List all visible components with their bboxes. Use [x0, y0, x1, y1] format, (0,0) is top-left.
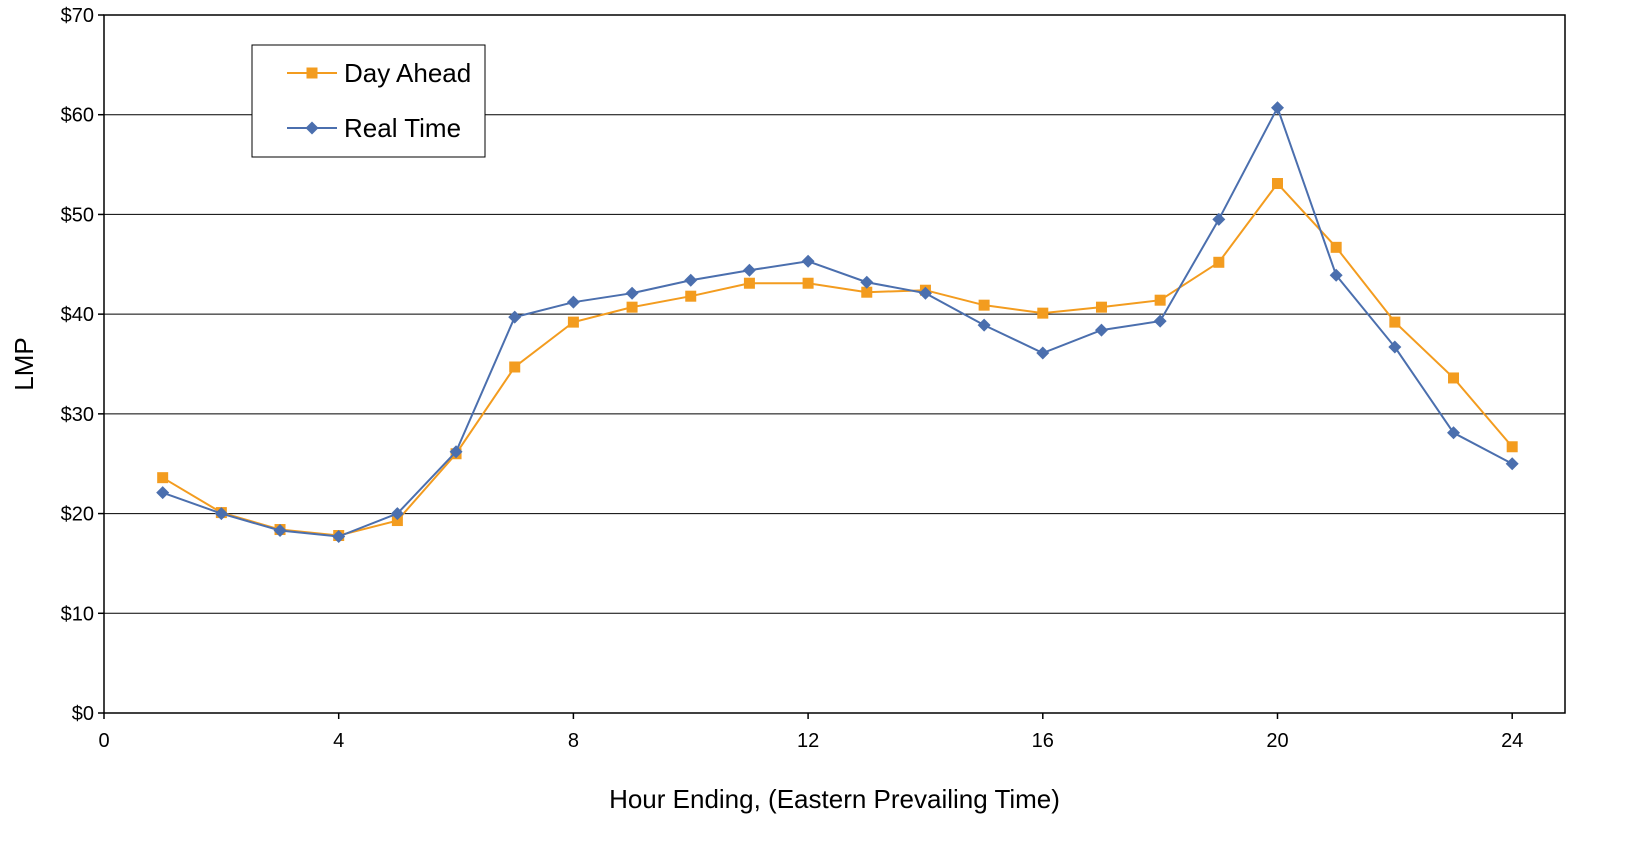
- legend: Day Ahead Real Time: [251, 44, 486, 158]
- x-tick-label: 24: [1501, 730, 1523, 752]
- real-time-point: [742, 263, 756, 277]
- legend-item-day-ahead: Day Ahead: [287, 58, 471, 88]
- real-time-point: [1153, 314, 1167, 328]
- day-ahead-point: [509, 361, 521, 373]
- day-ahead-point: [1330, 241, 1342, 253]
- legend-item-real-time: Real Time: [287, 113, 461, 143]
- plot-area-frame: [103, 14, 1566, 714]
- real-time-point: [1036, 346, 1050, 360]
- series-day-ahead: [157, 178, 1518, 542]
- real-time-point: [214, 507, 228, 521]
- day-ahead-point: [1389, 316, 1401, 328]
- day-ahead-point: [1271, 178, 1283, 190]
- real-time-point: [625, 286, 639, 300]
- day-ahead-point: [1506, 441, 1518, 453]
- y-tick-label: $50: [61, 204, 94, 226]
- legend-label: Day Ahead: [344, 58, 471, 88]
- legend-box: [251, 44, 486, 158]
- real-time-point: [273, 524, 287, 538]
- x-axis-title: Hour Ending, (Eastern Prevailing Time): [609, 784, 1060, 814]
- y-tick-label: $30: [61, 404, 94, 426]
- real-time-point: [1094, 323, 1108, 337]
- real-time-point: [1329, 268, 1343, 282]
- day-ahead-point: [391, 515, 403, 527]
- series-real-time: [156, 101, 1519, 544]
- y-tick-label: $0: [72, 703, 94, 725]
- day-ahead-point: [1213, 256, 1225, 268]
- real-time-point: [1447, 426, 1461, 440]
- real-time-point: [801, 254, 815, 268]
- x-tick-label: 20: [1266, 730, 1288, 752]
- day-ahead-point: [626, 301, 638, 313]
- day-ahead-point: [743, 277, 755, 289]
- real-time-line: [162, 105, 1513, 538]
- real-time-point: [977, 318, 991, 332]
- real-time-point: [1270, 101, 1284, 115]
- x-tick-label: 12: [797, 730, 819, 752]
- real-time-point: [860, 275, 874, 289]
- x-tick-label: 16: [1032, 730, 1054, 752]
- day-ahead-point: [157, 472, 169, 484]
- real-time-point: [156, 486, 170, 500]
- legend-swatch-marker: [305, 121, 319, 135]
- y-tick-label: $70: [61, 5, 94, 27]
- day-ahead-point: [1448, 372, 1460, 384]
- real-time-point: [566, 295, 580, 309]
- real-time-point: [332, 530, 346, 544]
- x-tick-label: 4: [333, 730, 344, 752]
- day-ahead-line: [162, 181, 1513, 537]
- x-tick-label: 0: [98, 730, 109, 752]
- day-ahead-point: [567, 316, 579, 328]
- day-ahead-point: [1095, 301, 1107, 313]
- real-time-point: [918, 286, 932, 300]
- y-tick-label: $10: [61, 603, 94, 625]
- legend-label: Real Time: [344, 113, 461, 143]
- y-tick-label: $20: [61, 504, 94, 526]
- real-time-point: [684, 273, 698, 287]
- day-ahead-point: [685, 290, 697, 302]
- real-time-point: [1505, 457, 1519, 471]
- legend-swatch-marker: [306, 67, 318, 79]
- real-time-point: [1388, 340, 1402, 354]
- x-tick-label: 8: [568, 730, 579, 752]
- day-ahead-point: [1154, 294, 1166, 306]
- real-time-point: [390, 507, 404, 521]
- day-ahead-point: [1037, 307, 1049, 319]
- series-layer: [156, 101, 1519, 544]
- y-axis-title: LMP: [9, 337, 39, 390]
- day-ahead-point: [802, 277, 814, 289]
- real-time-point: [1212, 212, 1226, 226]
- axis-ticks: $0 $10 $20 $30 $40 $50 $60 $70 0 4 8 12 16 20 24: [61, 5, 1524, 752]
- day-ahead-point: [978, 299, 990, 311]
- y-gridlines: [104, 114, 1565, 614]
- real-time-point: [508, 310, 522, 324]
- y-tick-label: $40: [61, 304, 94, 326]
- day-ahead-point: [861, 286, 873, 298]
- real-time-point: [449, 445, 463, 459]
- y-tick-label: $60: [61, 105, 94, 127]
